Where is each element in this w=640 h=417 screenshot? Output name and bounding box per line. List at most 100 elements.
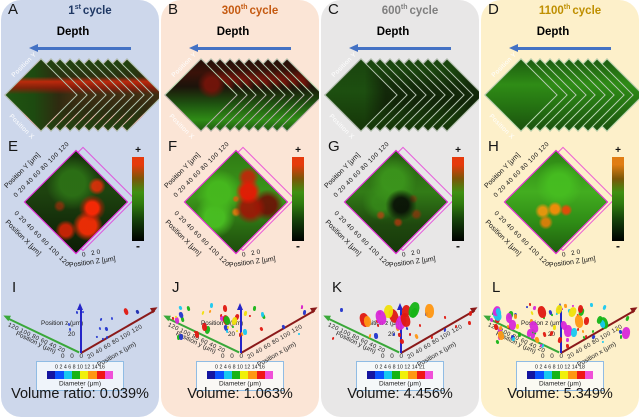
cycle-number: 600 — [381, 5, 401, 17]
arrowhead-left-icon — [189, 44, 198, 52]
scatter-origin-ticks: 0 0 0 — [381, 353, 406, 360]
z-axis-line — [399, 309, 402, 353]
scatter-z-label: Position z (μm) — [521, 320, 564, 327]
colorbar-plus-label: + — [295, 145, 301, 156]
diameter-colorbar: 0 2 4 6 8 10 12 14 21 Diameter (μm) — [356, 361, 444, 391]
cycle-panel: C 600th cycle Depth Position Y Position X… — [321, 0, 479, 417]
cycle-panel: D 1100th cycle Depth Position Y Position … — [481, 0, 639, 417]
cycle-word: cycle — [249, 5, 279, 17]
cycle-ordinal: th — [563, 4, 571, 12]
panel-letter-top: C — [328, 1, 339, 18]
z-axis-arrowhead-icon — [77, 303, 84, 310]
bubbles — [323, 296, 477, 362]
panel-letter-top: B — [168, 1, 179, 18]
z-stack-images: Position Y Position X — [481, 51, 639, 141]
volume-ratio-text: Volume: 5.349% — [507, 386, 613, 402]
scatter-z-label: Position z (μm) — [201, 320, 244, 327]
colorbar-minus-label: - — [136, 239, 140, 253]
cycle-ordinal: st — [74, 4, 81, 12]
cycle-panel: B 300th cycle Depth Position Y Position X… — [161, 0, 319, 417]
depth-arrow-icon — [349, 44, 451, 53]
diameter-ticks: 0 2 4 6 8 10 12 14 16 — [55, 363, 105, 370]
depth-arrow-icon — [189, 44, 291, 53]
colorbar-minus-label: - — [616, 239, 620, 253]
diameter-label: Diameter (μm) — [218, 379, 262, 388]
panel-letter-middle: F — [168, 138, 178, 155]
cycle-title: 1st cycle — [25, 4, 155, 17]
arrowhead-left-icon — [29, 44, 38, 52]
cycle-word: cycle — [572, 5, 602, 17]
diameter-label: Diameter (μm) — [378, 379, 422, 388]
scatter-z-tick: 20 — [388, 331, 396, 338]
depth-label: Depth — [536, 26, 570, 38]
diameter-label: Diameter (μm) — [538, 379, 582, 388]
panel-letter-bottom: K — [332, 279, 343, 296]
intensity-colorbar: + - — [129, 146, 147, 256]
cycle-title: 300th cycle — [185, 4, 315, 17]
intensity-colorbar: + - — [289, 146, 307, 256]
diameter-colorbar: 0 2 4 6 8 10 12 14 16 Diameter (μm) — [36, 361, 124, 391]
volume-render-panel: 0 20 40 60 80 100 120 Position Y [μm] 0 … — [1, 140, 159, 274]
colorbar-minus-label: - — [456, 239, 460, 253]
diameter-ticks: 0 2 4 6 8 10 12 14 16 — [215, 363, 265, 370]
cycle-title: 600th cycle — [345, 4, 475, 17]
panel-letter-bottom: I — [12, 279, 17, 296]
volume-ratio-text: Volume: 4.456% — [347, 386, 453, 402]
diameter-ticks: 0 2 4 6 8 10 12 14 18 — [535, 363, 585, 370]
colorbar-plus-label: + — [455, 145, 461, 156]
scatter-z-tick: 20 — [68, 331, 76, 338]
panel-letter-bottom: L — [492, 279, 501, 296]
colorbar-gradient — [292, 157, 304, 241]
cycle-number: 1100 — [538, 5, 564, 17]
bubbles — [3, 296, 157, 362]
bubbles — [163, 296, 317, 362]
cycle-panel: A 1st cycle Depth Position Y Position X E… — [1, 0, 159, 417]
scatter-origin-ticks: 0 0 0 — [221, 353, 246, 360]
volume-render-panel: 0 20 40 60 80 100 120 Position Y [μm] 0 … — [321, 140, 479, 274]
diameter-ticks: 0 2 4 6 8 10 12 14 21 — [375, 363, 425, 370]
cycle-word: cycle — [82, 5, 112, 17]
z-axis-line — [559, 309, 562, 353]
bubble-scatter-plot: Position z (μm) 20 120 100 80 60 40 20 P… — [482, 296, 639, 369]
scatter-z-label: Position z (μm) — [41, 320, 84, 327]
z-axis-label: Position Z [μm] — [388, 255, 437, 270]
depth-label: Depth — [216, 26, 250, 38]
panel-letter-top: D — [488, 1, 499, 18]
z-axis-label: Position Z [μm] — [228, 255, 277, 270]
z-stack-images: Position Y Position X — [321, 51, 479, 141]
cycle-number: 1 — [68, 5, 75, 17]
depth-arrow-icon — [509, 44, 611, 53]
arrow-line — [196, 47, 291, 50]
z-axis-line — [239, 309, 242, 353]
cycle-ordinal: th — [400, 4, 408, 12]
depth-label: Depth — [56, 26, 90, 38]
depth-label: Depth — [376, 26, 410, 38]
cycle-title: 1100th cycle — [505, 4, 635, 17]
arrow-line — [516, 47, 611, 50]
z-stack-images: Position Y Position X — [161, 51, 319, 141]
colorbar-plus-label: + — [135, 145, 141, 156]
colorbar-gradient — [452, 157, 464, 241]
colorbar-gradient — [612, 157, 624, 241]
panel-letter-middle: G — [328, 138, 340, 155]
scatter-origin-ticks: 0 0 0 — [541, 353, 566, 360]
z-axis-arrowhead-icon — [397, 303, 404, 310]
scatter-origin-ticks: 0 0 0 — [61, 353, 86, 360]
z-stack-images: Position Y Position X — [1, 51, 159, 141]
z-axis-label: Position Z [μm] — [548, 255, 597, 270]
diameter-gradient — [527, 371, 593, 379]
bubble-scatter-plot: Position z (μm) 20 120 100 80 60 40 20 P… — [162, 296, 319, 369]
intensity-colorbar: + - — [609, 146, 627, 256]
bubbles — [483, 296, 637, 362]
volume-render-panel: 0 20 40 60 80 100 120 Position Y [μm] 0 … — [481, 140, 639, 274]
colorbar-minus-label: - — [296, 239, 300, 253]
panel-letter-middle: E — [8, 138, 19, 155]
z-axis-arrowhead-icon — [237, 303, 244, 310]
arrowhead-left-icon — [349, 44, 358, 52]
cycle-word: cycle — [409, 5, 439, 17]
colorbar-gradient — [132, 157, 144, 241]
intensity-colorbar: + - — [449, 146, 467, 256]
diameter-colorbar: 0 2 4 6 8 10 12 14 18 Diameter (μm) — [516, 361, 604, 391]
volume-ratio-text: Volume ratio: 0.039% — [11, 386, 149, 402]
